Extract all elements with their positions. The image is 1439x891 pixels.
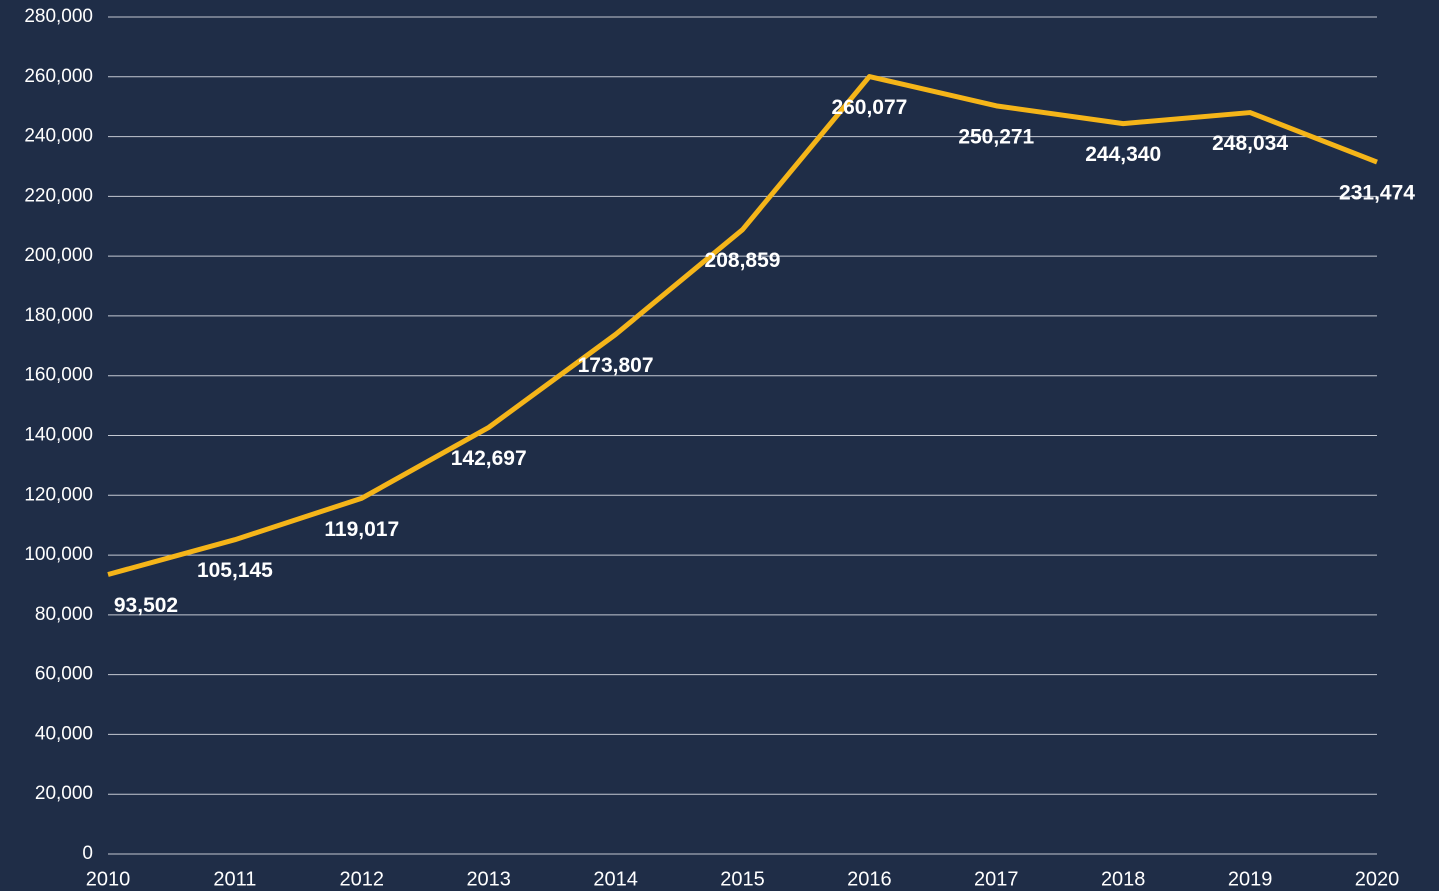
y-tick-label: 80,000 (35, 604, 93, 625)
x-tick-label: 2010 (86, 868, 131, 890)
y-tick-label: 40,000 (35, 723, 93, 744)
x-tick-label: 2015 (720, 868, 765, 890)
x-tick-label: 2012 (340, 868, 385, 890)
y-tick-label: 220,000 (24, 185, 93, 206)
data-label: 250,271 (958, 125, 1034, 148)
y-tick-label: 260,000 (24, 66, 93, 87)
y-tick-label: 120,000 (24, 484, 93, 505)
data-label: 142,697 (451, 447, 527, 470)
x-tick-label: 2011 (213, 868, 256, 890)
data-label: 93,502 (114, 594, 178, 617)
data-label: 244,340 (1085, 143, 1161, 166)
data-label: 173,807 (578, 354, 654, 377)
y-tick-label: 60,000 (35, 664, 93, 685)
y-tick-label: 200,000 (24, 245, 93, 266)
y-tick-label: 180,000 (24, 305, 93, 326)
x-tick-label: 2014 (593, 868, 638, 890)
x-tick-label: 2020 (1355, 868, 1400, 890)
y-tick-label: 280,000 (24, 6, 93, 27)
data-label: 231,474 (1339, 182, 1415, 205)
data-label: 119,017 (324, 518, 399, 541)
y-tick-label: 0 (82, 843, 93, 864)
x-tick-label: 2019 (1228, 868, 1273, 890)
data-label: 208,859 (705, 249, 781, 272)
data-label: 260,077 (831, 96, 907, 119)
y-tick-label: 140,000 (24, 425, 93, 446)
x-tick-label: 2016 (847, 868, 892, 890)
y-tick-label: 20,000 (35, 783, 93, 804)
line (107, 74, 1378, 577)
data-label: 248,034 (1212, 132, 1288, 155)
x-tick-label: 2017 (974, 868, 1019, 890)
y-tick-label: 100,000 (24, 544, 93, 565)
y-tick-label: 160,000 (24, 365, 93, 386)
x-tick-label: 2018 (1101, 868, 1146, 890)
data-label: 105,145 (197, 559, 273, 582)
x-tick-label: 2013 (466, 868, 511, 890)
y-tick-label: 240,000 (24, 126, 93, 147)
